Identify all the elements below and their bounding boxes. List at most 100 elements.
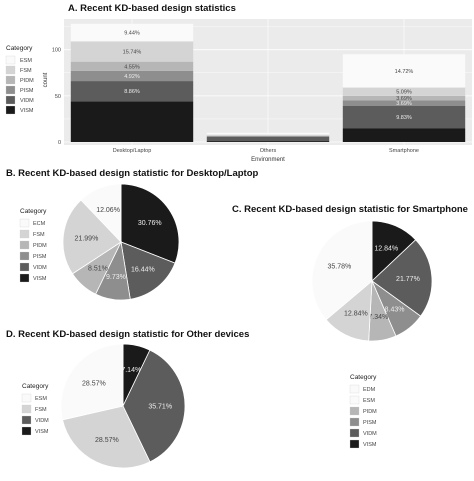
panel-a-bar-segment [70, 81, 194, 102]
panel-d-slice-label: 28.57% [95, 437, 119, 444]
panel-c-legend-swatch [349, 406, 360, 416]
panel-a-legend-swatch [5, 65, 16, 75]
panel-a-data-label: 4.55% [124, 64, 140, 70]
panel-c-slice-label: 12.84% [374, 245, 398, 252]
panel-c-slice-label: 8.43% [385, 307, 405, 314]
panel-c-legend-label: PISM [363, 420, 377, 426]
panel-a-data-label: 3.69% [396, 101, 412, 107]
panel-a-data-label: 9.83% [396, 115, 412, 121]
panel-a-legend-swatch [5, 55, 16, 65]
panel-a-legend-swatch [5, 85, 16, 95]
panel-a-y-tick-label: 0 [58, 140, 61, 146]
panel-c-legend-label: VIDM [363, 431, 377, 437]
panel-a-legend-title: Category [6, 45, 33, 52]
panel-b-legend-label: FSM [33, 232, 45, 238]
panel-d-legend: Category ESM FSM VIDM VISM [21, 383, 49, 436]
panel-c-legend-label: ESM [363, 398, 375, 404]
panel-d-legend-label: ESM [35, 396, 47, 402]
panel-b-legend-label: PISM [33, 254, 47, 260]
panel-a-bar-segment [342, 54, 466, 88]
panel-a-bar-segment [342, 106, 466, 129]
panel-c-legend-swatch [349, 395, 360, 405]
panel-b-slice [62, 199, 122, 275]
panel-a-bar-segment [206, 134, 330, 137]
panel-a-data-label: 5.09% [396, 90, 412, 96]
panel-c-slice [311, 220, 373, 321]
panel-c-legend-label: PIDM [363, 409, 377, 415]
panel-b-legend-label: VIDM [33, 265, 47, 271]
panel-a-bar-chart: A. Recent KD-based design statistics Cat… [5, 3, 472, 163]
panel-b-legend-swatch [19, 229, 30, 239]
panel-c-legend-swatch [349, 384, 360, 394]
panel-c-slice-label: 35.78% [327, 263, 351, 270]
panel-d-pie: 7.14% 35.71% 28.57% 28.57% [60, 343, 186, 469]
panel-c-legend: Category EDM ESM PIDM PISM VIDM VISM [349, 374, 377, 449]
panel-b-legend: Category ECM FSM PIDM PISM VIDM VISM [19, 208, 47, 283]
panel-b-slice-label: 16.44% [131, 267, 155, 274]
panel-a-data-label: 4.92% [124, 74, 140, 80]
panel-a-legend-label: PISM [20, 88, 34, 94]
panel-a-legend-label: VIDM [20, 98, 34, 104]
panel-a-data-label: 9.44% [124, 31, 140, 37]
panel-a-legend-swatch [5, 75, 16, 85]
panel-a-x-tick-label: Smartphone [389, 148, 419, 154]
panel-c-legend-title: Category [350, 374, 377, 381]
panel-a-bar-segment [70, 101, 194, 142]
panel-c-slice-label: 7.34% [368, 314, 388, 321]
panel-d-slice [62, 405, 151, 469]
panel-b-slice-label: 12.06% [96, 207, 120, 214]
panel-a-data-label: 15.74% [123, 50, 142, 56]
panel-a-bar-segment [206, 141, 330, 142]
panel-a-stack: 9.83%3.69%3.69%5.09%14.72% [342, 54, 466, 142]
panel-a-legend-swatch [5, 95, 16, 105]
panel-b-legend-swatch [19, 251, 30, 261]
panel-b-legend-label: PIDM [33, 243, 47, 249]
panel-a-stack [206, 132, 330, 142]
panel-b-slice [120, 183, 180, 264]
panel-b-pie: 30.76% 16.44% 9.73%8.51% 21.99% 12.06% [62, 183, 180, 301]
panel-c-legend-swatch [349, 417, 360, 427]
panel-a-y-axis-label: count [43, 72, 49, 87]
panel-d-legend-label: FSM [35, 407, 47, 413]
panel-a-bar-segment [70, 70, 194, 82]
panel-c-slice-label: 12.84% [344, 311, 368, 318]
panel-d-slice-label: 7.14% [121, 367, 141, 374]
panel-d-legend-label: VISM [35, 429, 49, 435]
panel-a-bar-segment [342, 87, 466, 96]
panel-c-legend-swatch [349, 428, 360, 438]
panel-a-bars: 8.86% 4.92% 4.55% 15.74% 9.44% 9.83% 3.69%3.69… [70, 23, 466, 142]
panel-d-legend-title: Category [22, 383, 49, 390]
panel-a-legend-swatch [5, 105, 16, 115]
panel-b-pie-chart: B. Recent KD-based design statistic for … [6, 168, 259, 301]
panel-d-legend-swatch [21, 404, 32, 414]
panel-b-slice-label: 21.99% [75, 236, 99, 243]
panel-c-legend-label: VISM [363, 442, 377, 448]
panel-d-legend-swatch [21, 393, 32, 403]
panel-a-bar-segment [206, 136, 330, 142]
panel-d-pie-chart: D. Recent KD-based design statistic for … [6, 329, 249, 469]
panel-a-title: A. Recent KD-based design statistics [68, 3, 236, 14]
panel-c-pie: 12.84%21.77%8.43%7.34%12.84%35.78% [311, 220, 433, 342]
panel-a-legend-label: PIDM [20, 78, 34, 84]
panel-b-slice-label: 8.51% [88, 266, 108, 273]
panel-c-title: C. Recent KD-based design statistic for … [232, 204, 468, 215]
panel-d-slice [122, 349, 186, 463]
panel-a-x-tick-label: Others [260, 148, 277, 154]
panel-a-bar-segment [70, 41, 194, 62]
panel-a-legend-label: VISM [20, 108, 34, 114]
panel-b-slice [80, 183, 122, 243]
panel-d-title: D. Recent KD-based design statistic for … [6, 329, 249, 340]
panel-d-slice-label: 28.57% [82, 380, 106, 387]
panel-b-legend-label: VISM [33, 276, 47, 282]
panel-b-legend-swatch [19, 273, 30, 283]
panel-c-pie-chart: C. Recent KD-based design statistic for … [232, 204, 468, 449]
panel-a-bar-segment [70, 23, 194, 42]
panel-b-slice-label: 9.73% [106, 274, 126, 281]
panel-a-stack: 8.86% 4.92% 4.55% 15.74% 9.44% [70, 23, 194, 142]
panel-d-legend-swatch [21, 426, 32, 436]
panel-a-x-axis-label: Environment [251, 157, 285, 163]
panel-c-legend-swatch [349, 439, 360, 449]
panel-b-slice-label: 30.76% [138, 220, 162, 227]
panel-a-y-ticks: 0 50 100 [52, 48, 61, 146]
panel-b-legend-title: Category [20, 208, 47, 215]
